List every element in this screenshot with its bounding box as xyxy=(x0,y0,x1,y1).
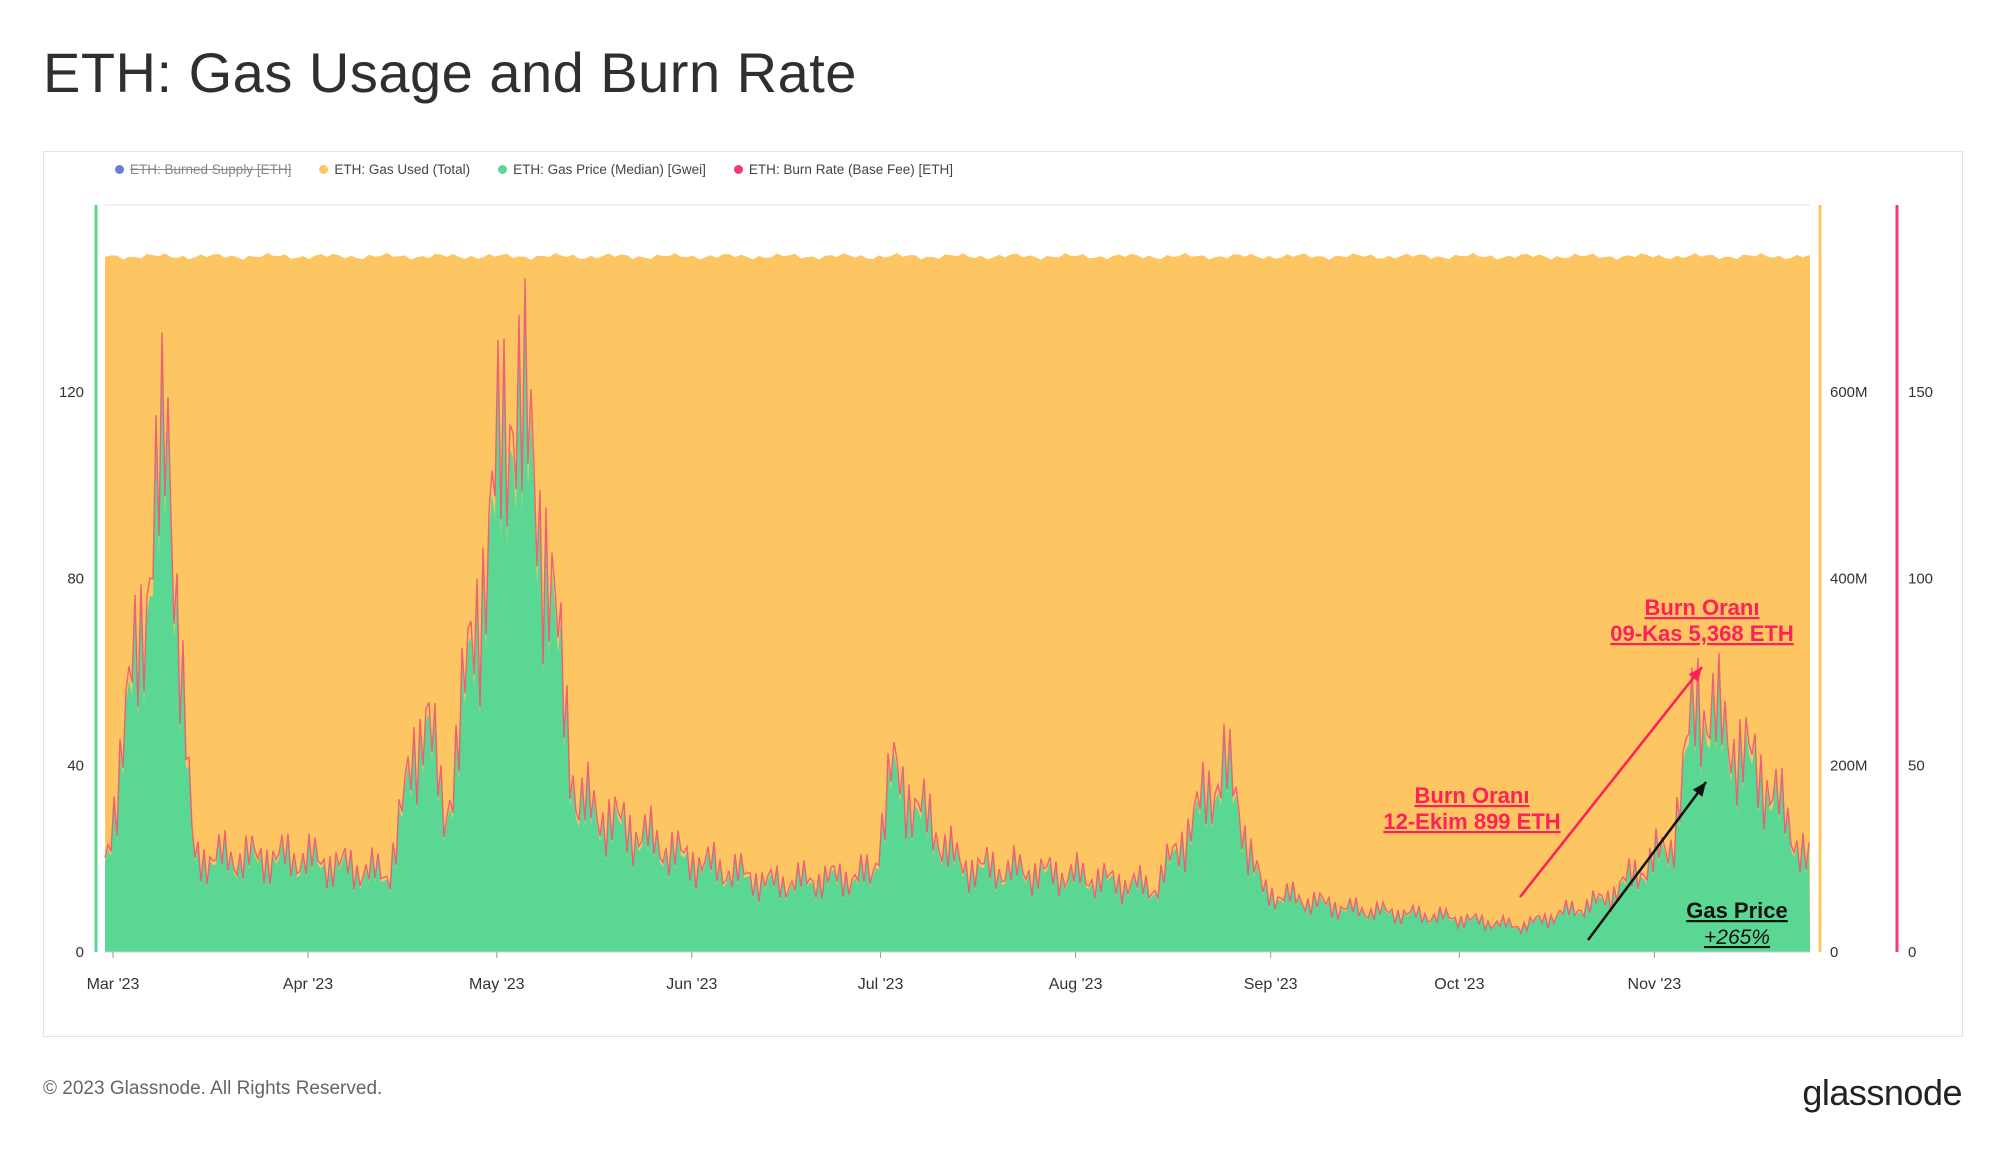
x-axis-tick-label: Jun '23 xyxy=(666,976,717,993)
chart-legend: ETH: Burned Supply [ETH] ETH: Gas Used (… xyxy=(115,162,953,177)
x-axis-tick-label: Nov '23 xyxy=(1628,976,1682,993)
legend-label: ETH: Burned Supply [ETH] xyxy=(130,162,292,177)
legend-item-burned-supply[interactable]: ETH: Burned Supply [ETH] xyxy=(115,162,291,177)
page-title: ETH: Gas Usage and Burn Rate xyxy=(43,41,857,104)
annotation-gas-price-line-2: +265% xyxy=(1704,926,1770,949)
gas-price-arrow-head xyxy=(1692,782,1706,797)
right-axis-1-tick-label: 0 xyxy=(1830,944,1838,961)
left-axis-tick-label: 40 xyxy=(67,757,84,774)
legend-dot-burn-rate xyxy=(733,165,743,174)
annotation-oct12-line-2: 12-Ekim 899 ETH xyxy=(1383,809,1560,834)
left-axis-tick-label: 120 xyxy=(59,384,84,401)
right-axis-1-tick-label: 600M xyxy=(1830,384,1868,401)
legend-item-burn-rate[interactable]: ETH: Burn Rate (Base Fee) [ETH] xyxy=(733,162,953,177)
burn-rate-arrow-head xyxy=(1688,667,1702,682)
x-axis-tick-label: Jul '23 xyxy=(858,976,904,993)
x-axis-tick-label: May '23 xyxy=(469,976,525,993)
legend-label: ETH: Gas Used (Total) xyxy=(334,162,471,177)
x-axis-tick-label: Oct '23 xyxy=(1434,976,1484,993)
right-axis-2-tick-label: 50 xyxy=(1908,757,1925,774)
legend-dot-burned-supply xyxy=(115,165,124,174)
legend-dot-gas-used xyxy=(319,165,329,174)
x-axis-tick-label: Aug '23 xyxy=(1049,976,1103,993)
annotation-nov09-line-2: 09-Kas 5,368 ETH xyxy=(1610,621,1793,646)
right-axis-2-tick-label: 100 xyxy=(1908,571,1933,588)
chart-canvas: 0 40 80 120 0 200M 400M 600M 0 50 100 150 Mar '23 Apr… xyxy=(59,204,1933,993)
x-axis-tick-label: Mar '23 xyxy=(87,976,140,993)
right-axis-1-tick-label: 400M xyxy=(1830,571,1868,588)
annotation-gas-price-line-1: Gas Price xyxy=(1686,898,1788,923)
gas-price-arrow xyxy=(1586,781,1708,941)
gas-price-area xyxy=(105,310,1810,952)
legend-label: ETH: Gas Price (Median) [Gwei] xyxy=(513,162,706,177)
burn-rate-arrow xyxy=(1519,666,1703,898)
brand-logo: glassnode xyxy=(1802,1072,1962,1113)
legend-item-gas-price[interactable]: ETH: Gas Price (Median) [Gwei] xyxy=(498,162,706,177)
legend-item-gas-used[interactable]: ETH: Gas Used (Total) xyxy=(319,162,470,177)
left-axis-tick-label: 80 xyxy=(67,571,84,588)
left-axis-tick-label: 0 xyxy=(76,944,84,961)
right-axis-1-tick-label: 200M xyxy=(1830,757,1868,774)
x-axis-tick-label: Apr '23 xyxy=(283,976,333,993)
annotation-nov09-line-1: Burn Oranı xyxy=(1645,595,1760,620)
legend-label: ETH: Burn Rate (Base Fee) [ETH] xyxy=(748,162,953,177)
right-axis-2-tick-label: 0 xyxy=(1908,944,1916,961)
legend-dot-gas-price xyxy=(498,165,508,174)
copyright-footer: © 2023 Glassnode. All Rights Reserved. xyxy=(43,1078,383,1099)
annotation-oct12-line-1: Burn Oranı xyxy=(1415,783,1530,808)
x-axis-tick-label: Sep '23 xyxy=(1244,976,1298,993)
burn-rate-line xyxy=(104,278,1810,936)
right-axis-2-tick-label: 150 xyxy=(1908,384,1933,401)
